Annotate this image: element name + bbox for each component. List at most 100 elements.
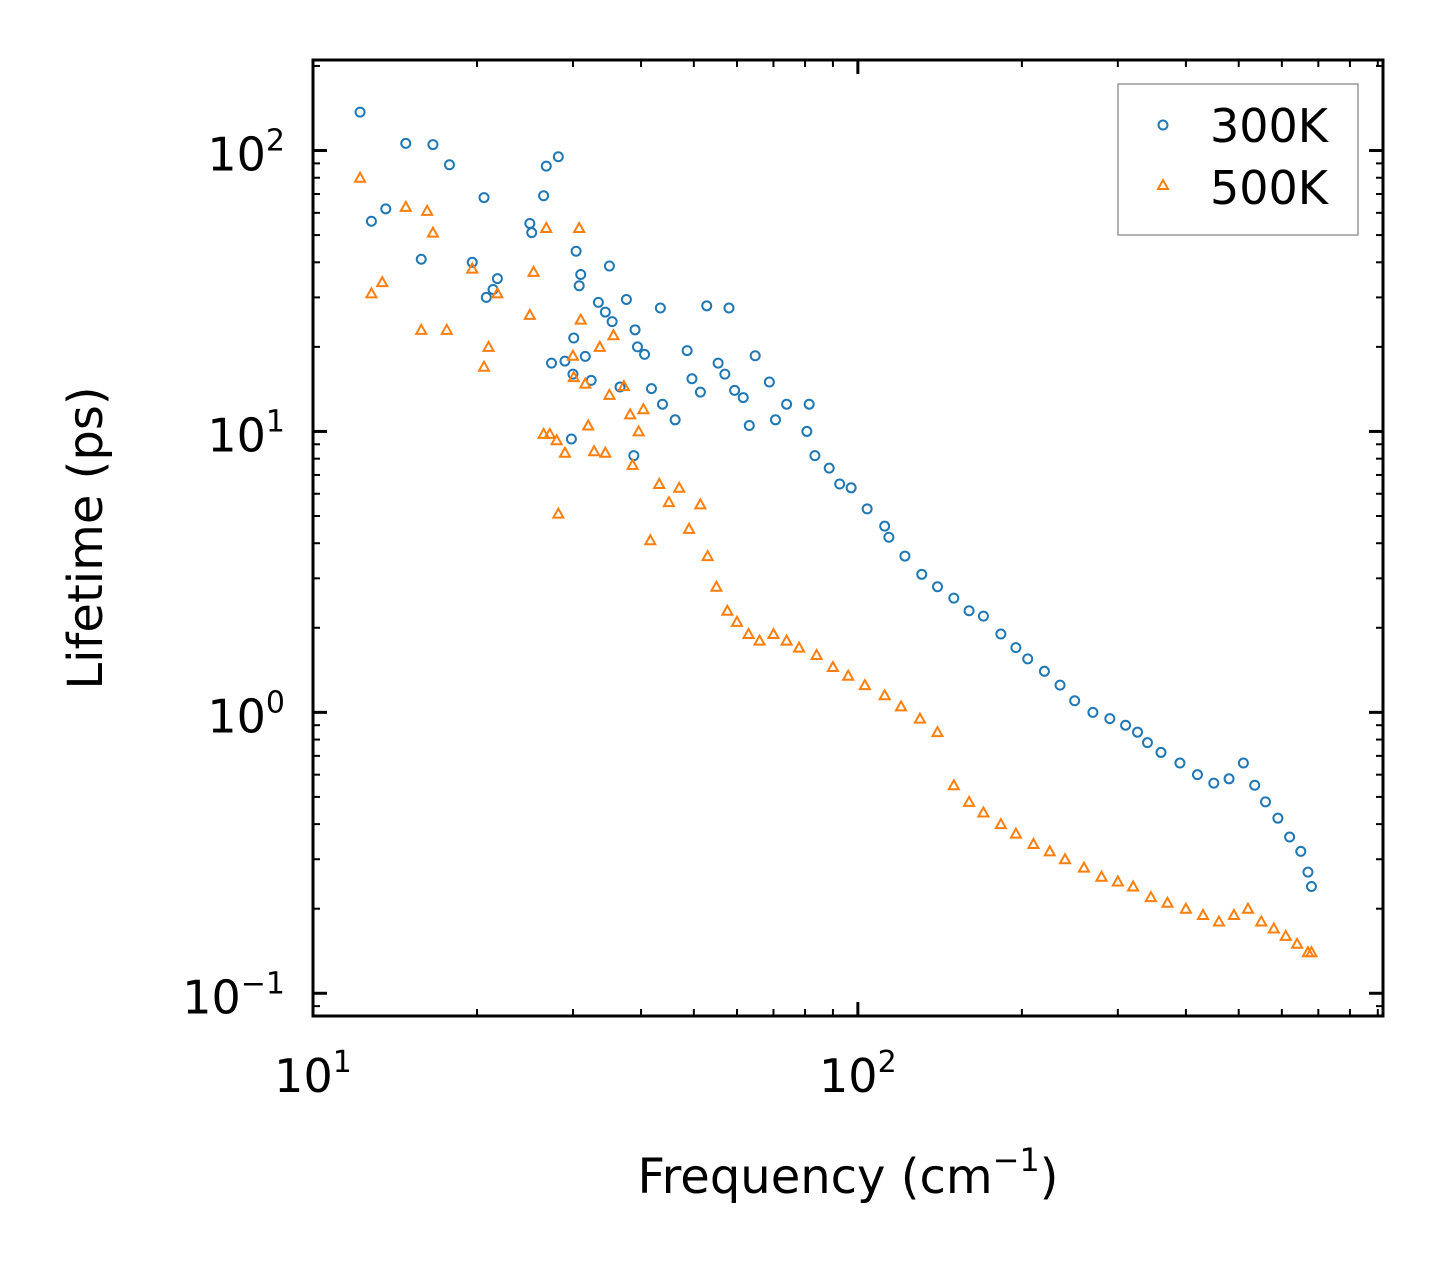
x-tick-label: 102 bbox=[819, 1045, 897, 1103]
point-300k bbox=[480, 291, 492, 303]
point-500k bbox=[543, 426, 557, 439]
point-300k bbox=[365, 215, 377, 227]
legend-label-500k: 500K bbox=[1210, 161, 1330, 215]
point-500k bbox=[792, 640, 806, 653]
point-300k bbox=[603, 260, 615, 272]
point-300k bbox=[743, 419, 755, 431]
point-300k bbox=[1087, 706, 1099, 718]
point-500k bbox=[574, 312, 588, 325]
point-300k bbox=[769, 414, 781, 426]
point-500k bbox=[465, 261, 479, 274]
point-300k bbox=[552, 151, 564, 163]
point-300k bbox=[606, 316, 618, 328]
point-300k bbox=[723, 302, 735, 314]
point-500k bbox=[1043, 844, 1057, 857]
point-500k bbox=[551, 506, 566, 519]
point-300k bbox=[1237, 757, 1249, 769]
point-500k bbox=[481, 339, 496, 352]
plot-frame bbox=[311, 58, 1385, 1018]
point-500k bbox=[598, 445, 613, 458]
point-300k bbox=[931, 581, 943, 593]
point-500k bbox=[841, 668, 855, 681]
point-300k bbox=[614, 381, 626, 393]
point-300k bbox=[573, 280, 585, 292]
point-500k bbox=[976, 805, 991, 818]
point-500k bbox=[1304, 945, 1319, 958]
point-300k bbox=[694, 386, 706, 398]
point-300k bbox=[669, 414, 681, 426]
point-300k bbox=[686, 373, 698, 385]
legend-label-300k: 300K bbox=[1210, 99, 1330, 153]
point-500k bbox=[623, 407, 637, 420]
point-500k bbox=[947, 778, 961, 791]
point-300k bbox=[1305, 880, 1317, 892]
point-500k bbox=[399, 199, 413, 212]
y-tick-label: 10−1 bbox=[182, 966, 285, 1024]
point-300k bbox=[963, 605, 975, 617]
point-300k bbox=[1284, 831, 1296, 843]
point-500k bbox=[558, 445, 572, 458]
legend-box bbox=[1117, 83, 1359, 236]
point-500k bbox=[602, 387, 617, 400]
point-300k bbox=[995, 628, 1007, 640]
point-300k bbox=[737, 392, 749, 404]
point-500k bbox=[994, 817, 1008, 830]
point-300k bbox=[883, 531, 895, 543]
point-500k bbox=[572, 220, 586, 233]
point-300k bbox=[1141, 737, 1153, 749]
x-axis-label: Frequency (cm−1) bbox=[637, 1141, 1058, 1205]
point-500k bbox=[1241, 901, 1255, 914]
point-300k bbox=[1010, 642, 1022, 654]
x-axis-ticks: 101 102 bbox=[274, 60, 897, 1103]
point-300k bbox=[546, 357, 558, 369]
point-500k bbox=[1058, 852, 1072, 865]
point-300k bbox=[629, 324, 641, 336]
x-tick-label: 101 bbox=[274, 1045, 352, 1103]
point-300k bbox=[834, 478, 846, 490]
point-300k bbox=[579, 350, 591, 362]
point-500k bbox=[1111, 874, 1125, 887]
point-300k bbox=[1295, 845, 1307, 857]
point-300k bbox=[400, 137, 412, 149]
point-300k bbox=[1208, 777, 1220, 789]
point-500k bbox=[962, 794, 976, 807]
point-500k bbox=[1290, 936, 1304, 949]
point-500k bbox=[930, 725, 945, 738]
point-500k bbox=[652, 476, 666, 489]
point-300k bbox=[701, 300, 713, 312]
point-300k bbox=[1174, 757, 1186, 769]
point-500k bbox=[606, 328, 621, 341]
point-300k bbox=[427, 139, 439, 151]
point-300k bbox=[729, 384, 741, 396]
point-500k bbox=[894, 699, 908, 712]
point-300k bbox=[977, 610, 989, 622]
point-500k bbox=[549, 433, 564, 446]
point-500k bbox=[1009, 826, 1023, 839]
point-300k bbox=[763, 376, 775, 388]
point-500k bbox=[877, 688, 892, 701]
point-300k bbox=[567, 368, 579, 380]
point-500k bbox=[693, 497, 708, 510]
point-300k bbox=[809, 450, 821, 462]
point-500k bbox=[709, 579, 724, 592]
point-500k bbox=[858, 678, 872, 691]
point-500k bbox=[526, 264, 541, 277]
point-500k bbox=[1212, 914, 1226, 927]
point-500k bbox=[625, 457, 640, 470]
point-300k bbox=[570, 245, 582, 257]
point-300k bbox=[654, 302, 666, 314]
point-500k bbox=[1144, 890, 1158, 903]
point-300k bbox=[491, 273, 503, 285]
point-500k bbox=[353, 170, 367, 183]
point-500k bbox=[420, 203, 434, 216]
point-300k bbox=[592, 296, 604, 308]
point-500k bbox=[809, 647, 824, 661]
point-300k bbox=[1120, 719, 1132, 731]
point-500k bbox=[593, 339, 607, 352]
point-500k bbox=[730, 614, 744, 627]
point-300k bbox=[861, 503, 873, 515]
point-300k bbox=[749, 350, 761, 362]
point-500k bbox=[643, 533, 658, 546]
point-500k bbox=[779, 633, 794, 646]
y-tick-label: 101 bbox=[207, 404, 285, 462]
